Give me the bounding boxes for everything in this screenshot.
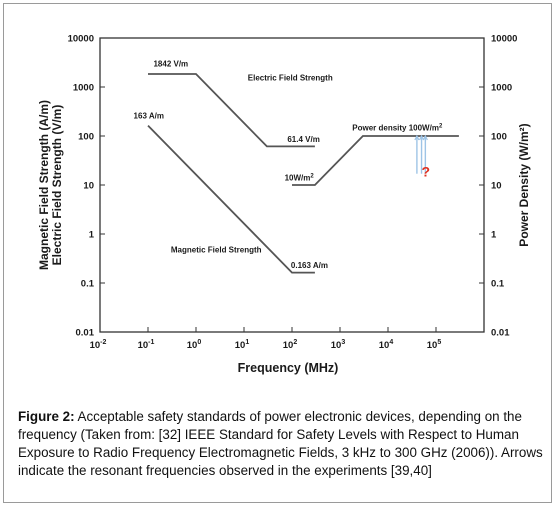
x-tick-label: 10-1 — [138, 339, 155, 351]
chart-annotation: Electric Field Strength — [248, 74, 333, 83]
chart-annotation: Power density 100W/m2 — [352, 123, 443, 132]
y-tick-label-left: 10000 — [68, 34, 94, 45]
y-tick-label-left: 0.01 — [76, 328, 95, 339]
y-tick-label-right: 1 — [491, 230, 497, 241]
series-line-2 — [147, 124, 315, 274]
series-line-1 — [148, 73, 315, 148]
chart-annotation: 163 A/m — [134, 111, 164, 120]
series-line-3 — [292, 135, 459, 186]
chart-annotation: 1842 V/m — [153, 60, 188, 69]
y-tick-label-right: 100 — [491, 132, 507, 143]
x-tick-label: 105 — [427, 339, 442, 351]
y-tick-label-left: 100 — [78, 132, 94, 143]
resonance-arrow-head — [422, 134, 428, 141]
x-tick-label: 100 — [187, 339, 202, 351]
y-tick-label-left: 10 — [83, 181, 94, 192]
x-tick-label: 103 — [331, 339, 346, 351]
y-tick-label-right: 0.1 — [491, 279, 505, 290]
caption-label: Figure 2: — [18, 409, 75, 424]
y-axis-label-line: Magnetic Field Strength (A/m) — [37, 100, 51, 270]
y-tick-label-left: 1 — [89, 230, 95, 241]
y-tick-label-left: 0.1 — [81, 279, 95, 290]
y-tick-label-right: 1000 — [491, 83, 512, 94]
x-tick-label: 102 — [283, 339, 298, 351]
y-tick-label-right: 10000 — [491, 34, 517, 45]
x-axis-label: Frequency (MHz) — [238, 361, 339, 375]
question-mark: ? — [422, 163, 431, 179]
x-tick-label: 104 — [379, 339, 394, 351]
resonance-arrow-head — [419, 134, 425, 141]
caption-text: Acceptable safety standards of power ele… — [18, 409, 543, 478]
chart-annotation: 61.4 V/m — [287, 135, 319, 144]
y-tick-label-right: 0.01 — [491, 328, 510, 339]
x-tick-label: 10-2 — [90, 339, 107, 351]
y-tick-label-left: 1000 — [73, 83, 94, 94]
figure-frame: 10000 10000 1000 1000 100 100 10 10 1 1 0.1 0.1 0.01… — [3, 3, 552, 503]
y-axis-label-line: Electric Field Strength (V/m) — [50, 105, 64, 266]
y-axis-label-right: Power Density (W/m²) — [517, 123, 531, 246]
y-tick-label-right: 10 — [491, 181, 502, 192]
figure-caption: Figure 2: Acceptable safety standards of… — [18, 408, 546, 480]
chart-annotation: Magnetic Field Strength — [171, 245, 262, 254]
chart-annotation: 10W/m2 — [285, 173, 315, 182]
resonance-arrow-head — [414, 134, 420, 141]
chart-annotation: 0.163 A/m — [291, 261, 328, 270]
x-tick-label: 101 — [235, 339, 250, 351]
